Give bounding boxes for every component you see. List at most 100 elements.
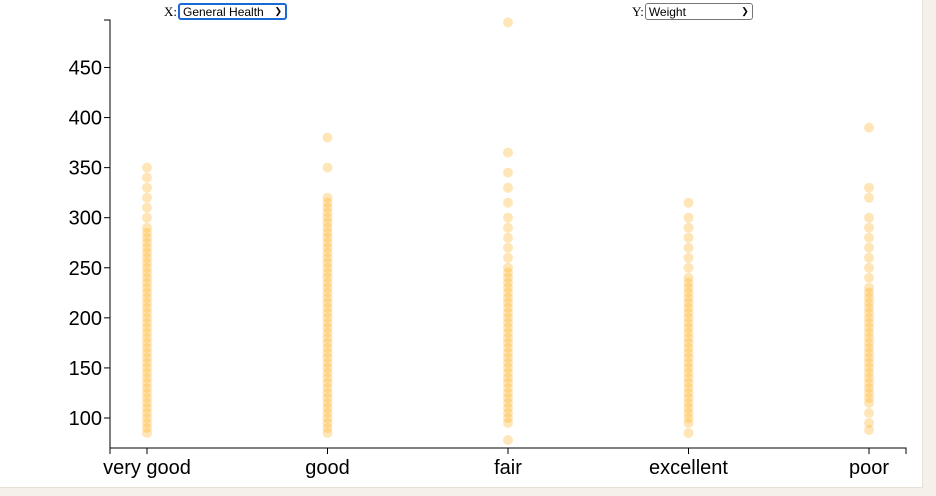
data-point [322, 282, 333, 293]
data-point [142, 297, 152, 308]
data-point [322, 383, 333, 393]
data-point [503, 377, 513, 388]
data-point [864, 372, 874, 383]
data-point [503, 182, 513, 193]
data-point [142, 287, 152, 298]
data-point [864, 272, 874, 283]
data-point [864, 342, 874, 353]
data-point [503, 262, 513, 273]
data-point [864, 122, 874, 133]
data-point [322, 307, 333, 318]
data-point [142, 272, 152, 283]
data-point [142, 423, 152, 433]
data-point [503, 403, 513, 413]
data-point [322, 132, 333, 143]
data-point [142, 307, 152, 318]
data-point [142, 362, 152, 373]
data-point [142, 327, 152, 338]
x-select-label: X: [164, 3, 177, 19]
y-axis: 100 150 200 250 300 350 400 450 [69, 19, 111, 448]
data-point [683, 347, 694, 358]
data-point [322, 262, 333, 273]
data-point [142, 428, 152, 438]
data-point [142, 212, 152, 223]
data-point [503, 408, 513, 418]
data-point [683, 322, 694, 333]
data-point [683, 408, 694, 418]
data-point [322, 252, 333, 263]
data-point [683, 317, 694, 328]
data-point [503, 147, 513, 158]
data-point [322, 257, 333, 268]
data-point [322, 377, 333, 388]
data-point [864, 317, 874, 328]
data-point [503, 17, 513, 28]
data-point [864, 242, 874, 253]
data-point [142, 408, 152, 418]
data-point [142, 317, 152, 328]
data-point [322, 207, 333, 218]
data-point [683, 277, 694, 288]
data-point [322, 247, 333, 258]
data-point [142, 347, 152, 358]
data-point [864, 383, 874, 393]
data-point [322, 362, 333, 373]
y-axis-line [104, 19, 111, 448]
y-variable-select[interactable]: Weight ❯ [644, 3, 753, 20]
data-point [864, 388, 874, 398]
data-point [322, 292, 333, 303]
data-point [503, 357, 513, 368]
x-select-value: General Health [183, 4, 264, 19]
data-point [503, 277, 513, 288]
data-point [864, 302, 874, 313]
data-point [683, 332, 694, 343]
data-point [322, 393, 333, 403]
x-tick-label: good [305, 457, 350, 479]
data-point [322, 237, 333, 248]
data-point [322, 322, 333, 333]
data-point [322, 297, 333, 308]
data-point [142, 377, 152, 388]
data-point [142, 332, 152, 343]
data-point [683, 297, 694, 308]
data-point [142, 267, 152, 278]
data-point [322, 372, 333, 383]
data-point [503, 352, 513, 363]
data-point [864, 297, 874, 308]
data-point [142, 237, 152, 248]
data-point [503, 383, 513, 393]
data-point [322, 192, 333, 203]
data-point [683, 292, 694, 303]
y-select-label: Y: [632, 3, 644, 19]
data-point [503, 307, 513, 318]
data-point [322, 317, 333, 328]
data-point [864, 252, 874, 263]
data-point [503, 418, 513, 428]
data-points [142, 17, 874, 445]
y-axis-control: Y: Weight ❯ [632, 3, 753, 20]
data-point [503, 393, 513, 403]
x-tick-label: poor [849, 457, 889, 479]
x-axis: very good good fair excellent poor [103, 447, 907, 479]
data-point [142, 262, 152, 273]
data-point [142, 257, 152, 268]
data-point [503, 302, 513, 313]
x-variable-select[interactable]: General Health ❯ [178, 3, 287, 20]
data-point [322, 388, 333, 398]
data-point [142, 383, 152, 393]
data-point [683, 393, 694, 403]
data-point [864, 332, 874, 343]
chevron-down-icon: ❯ [274, 6, 282, 16]
data-point [503, 287, 513, 298]
data-point [864, 212, 874, 223]
data-point [322, 217, 333, 228]
data-point [683, 232, 694, 243]
data-point [683, 337, 694, 348]
data-point [322, 398, 333, 408]
y-tick-label: 400 [69, 108, 102, 130]
data-point [864, 282, 874, 293]
data-point [322, 367, 333, 378]
data-point [503, 212, 513, 223]
data-point [864, 393, 874, 403]
data-point [322, 227, 333, 238]
